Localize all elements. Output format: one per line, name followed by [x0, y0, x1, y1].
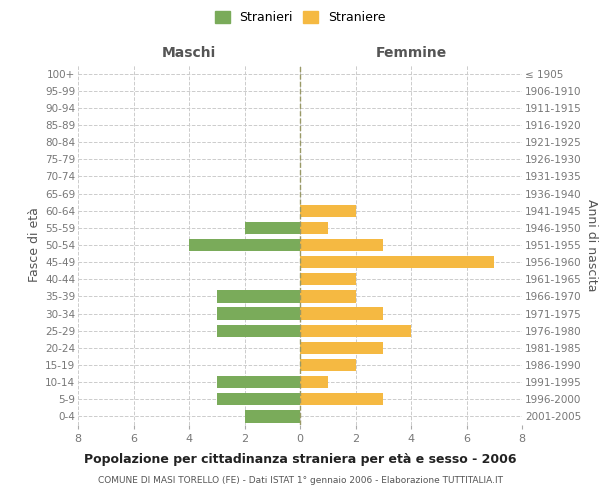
Bar: [245, 222, 300, 234]
Bar: [300, 376, 328, 388]
Bar: [300, 324, 411, 337]
Bar: [300, 273, 355, 285]
Bar: [300, 342, 383, 354]
Y-axis label: Anni di nascita: Anni di nascita: [585, 198, 598, 291]
Bar: [300, 393, 383, 406]
Text: COMUNE DI MASI TORELLO (FE) - Dati ISTAT 1° gennaio 2006 - Elaborazione TUTTITAL: COMUNE DI MASI TORELLO (FE) - Dati ISTAT…: [97, 476, 503, 485]
Bar: [300, 204, 355, 217]
Bar: [300, 239, 383, 251]
Bar: [300, 222, 328, 234]
Bar: [300, 290, 355, 302]
Bar: [300, 256, 494, 268]
Bar: [189, 239, 300, 251]
Text: Popolazione per cittadinanza straniera per età e sesso - 2006: Popolazione per cittadinanza straniera p…: [84, 452, 516, 466]
Bar: [300, 359, 355, 371]
Bar: [217, 308, 300, 320]
Bar: [217, 324, 300, 337]
Bar: [217, 290, 300, 302]
Bar: [300, 308, 383, 320]
Bar: [217, 393, 300, 406]
Legend: Stranieri, Straniere: Stranieri, Straniere: [215, 11, 386, 24]
Bar: [217, 376, 300, 388]
Bar: [245, 410, 300, 422]
Y-axis label: Fasce di età: Fasce di età: [28, 208, 41, 282]
